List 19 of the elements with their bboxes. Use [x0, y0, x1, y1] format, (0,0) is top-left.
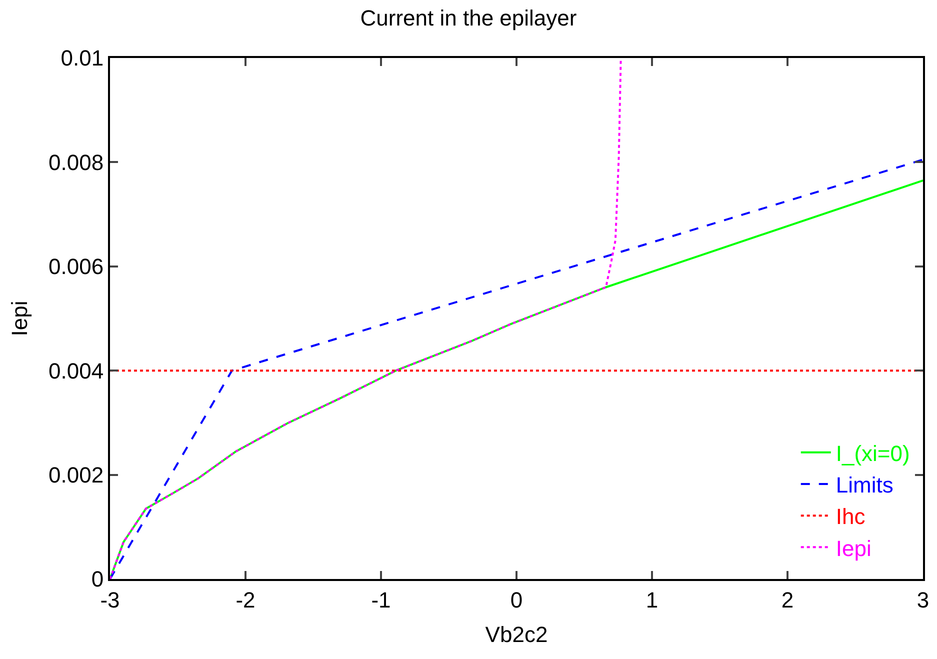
y-tick-label: 0.008 — [48, 150, 104, 175]
legend-label: Limits — [836, 472, 894, 498]
x-tick-label: -2 — [236, 587, 256, 612]
y-tick-label: 0.01 — [60, 46, 104, 71]
x-tick-label: 0 — [510, 587, 523, 612]
y-axis-title: Iepi — [6, 300, 32, 336]
legend-label: Ihc — [836, 504, 866, 530]
y-tick-label: 0.006 — [48, 254, 104, 280]
legend-label: Iepi — [836, 536, 872, 561]
line-series — [110, 58, 622, 579]
legend-label: I_(xi=0) — [836, 440, 910, 466]
x-tick-label: 3 — [916, 587, 930, 612]
x-tick-label: 1 — [646, 587, 658, 612]
chart-title: Current in the epilayer — [360, 5, 577, 30]
x-tick-label: 2 — [781, 587, 794, 612]
x-tick-label: -1 — [371, 587, 391, 612]
y-tick-label: 0.002 — [48, 462, 104, 488]
y-tick-label: 0.004 — [48, 358, 104, 384]
x-axis-title: Vb2c2 — [485, 622, 548, 647]
